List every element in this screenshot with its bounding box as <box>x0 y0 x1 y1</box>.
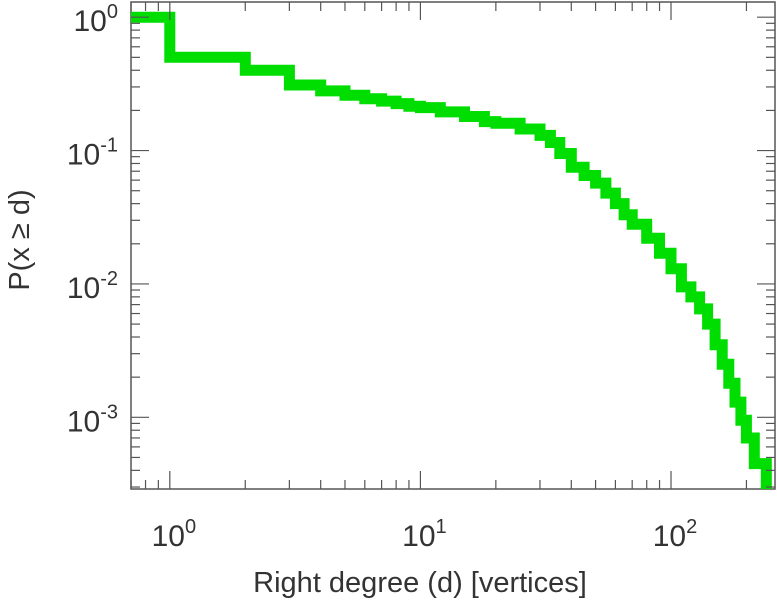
x-axis-label: Right degree (d) [vertices] <box>253 567 587 599</box>
x-tick-label: 100 <box>152 516 197 553</box>
y-axis-label: P(x ≥ d) <box>4 189 36 290</box>
y-tick-label: 10-1 <box>67 135 118 172</box>
y-tick-label: 10-2 <box>67 268 118 305</box>
series-line-0 <box>131 11 772 489</box>
plot-frame <box>130 1 776 490</box>
x-tick-label: 102 <box>653 516 698 553</box>
y-tick-label: 10-3 <box>67 401 118 438</box>
x-tick-label: 101 <box>402 516 447 553</box>
y-tick-label: 100 <box>74 1 119 38</box>
